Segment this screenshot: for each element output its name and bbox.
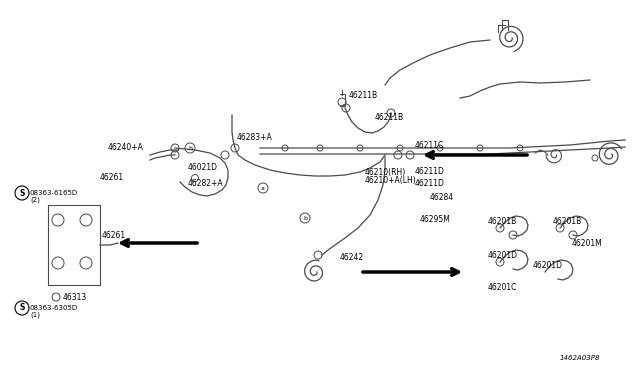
Text: 1462A03P8: 1462A03P8 [560,355,600,361]
Text: 46211B: 46211B [349,92,378,100]
Text: 46211B: 46211B [375,113,404,122]
Text: (2): (2) [30,197,40,203]
Text: 46284: 46284 [430,193,454,202]
Text: 46242: 46242 [340,253,364,263]
Text: 46283+A: 46283+A [237,134,273,142]
Text: 46210+A(LH): 46210+A(LH) [365,176,417,185]
Text: 46261: 46261 [102,231,126,240]
Text: S: S [19,189,25,198]
Text: 46295M: 46295M [420,215,451,224]
Text: 46021D: 46021D [188,164,218,173]
Text: h: h [188,145,192,151]
Text: 46210(RH): 46210(RH) [365,167,406,176]
Text: b: b [303,215,307,221]
Text: 08363-6165D: 08363-6165D [30,190,78,196]
Text: a: a [261,186,265,190]
Text: 46201B: 46201B [553,218,582,227]
Text: 46201C: 46201C [488,283,517,292]
Text: 08363-6305D: 08363-6305D [30,305,78,311]
Text: (1): (1) [30,312,40,318]
Text: 46240+A: 46240+A [108,144,144,153]
Text: S: S [19,304,25,312]
Text: 46201D: 46201D [533,262,563,270]
Text: 46261: 46261 [100,173,124,183]
Text: 46201D: 46201D [488,251,518,260]
Text: 46201M: 46201M [572,240,603,248]
Text: 46201B: 46201B [488,218,517,227]
Text: 46211C: 46211C [415,141,444,150]
Text: 46211D: 46211D [415,167,445,176]
Text: 46211D: 46211D [415,179,445,187]
Text: 46282+A: 46282+A [188,179,223,187]
Text: 46313: 46313 [63,292,87,301]
